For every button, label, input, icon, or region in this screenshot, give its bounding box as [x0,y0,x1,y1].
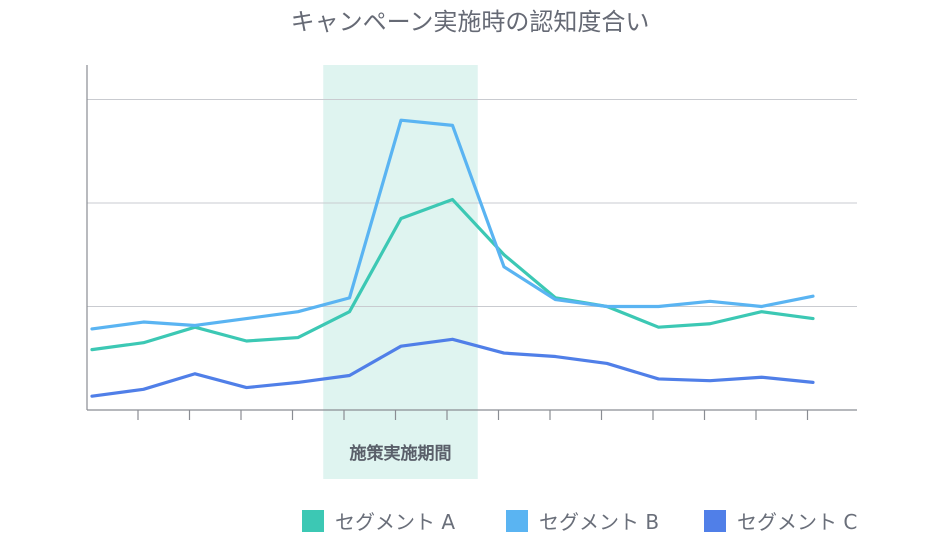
campaign-period-label: 施策実施期間 [350,443,452,464]
series-line-c [90,337,815,398]
chart-title: キャンペーン実施時の認知度合い [291,8,650,36]
legend-label: セグメント A [335,510,455,534]
series-line-a [90,197,815,352]
gridlines [87,99,857,307]
legend-label: セグメント B [539,510,659,534]
legend-swatch [704,510,726,532]
legend-swatch [302,510,324,532]
series-lines [90,118,815,398]
series-line-b [90,118,815,331]
legend-label: セグメント C [737,510,857,534]
axes [86,65,857,420]
legend-swatch [506,510,528,532]
legend: セグメント A セグメント B セグメント C [302,510,857,534]
